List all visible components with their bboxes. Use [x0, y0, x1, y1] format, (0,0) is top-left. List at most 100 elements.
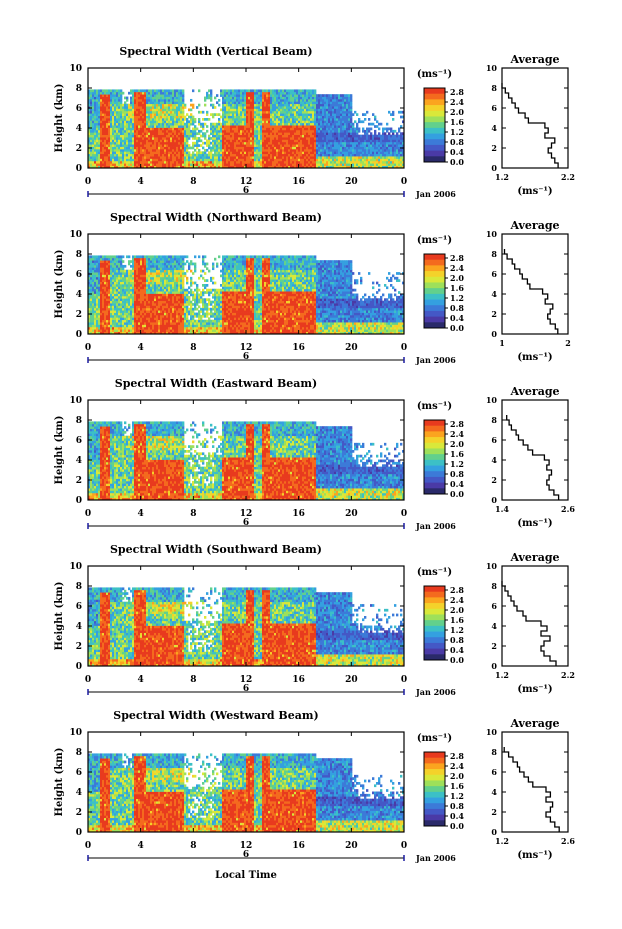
heatmap-cell: [380, 139, 383, 143]
heatmap-cell: [238, 141, 241, 145]
heatmap-cell: [88, 257, 91, 261]
heatmap-cell: [140, 110, 143, 114]
heatmap-cell: [112, 110, 115, 114]
heatmap-cell: [228, 158, 231, 162]
heatmap-cell: [148, 125, 151, 128]
heatmap-cell: [400, 139, 403, 143]
heatmap-cell: [352, 129, 355, 133]
heatmap-cell: [94, 260, 97, 263]
heatmap-cell: [242, 89, 245, 93]
heatmap-cell: [308, 129, 311, 133]
heatmap-cell: [258, 125, 261, 128]
heatmap-cell: [242, 125, 245, 128]
heatmap-cell: [320, 165, 323, 169]
heatmap-cell: [196, 156, 199, 159]
heatmap-cell: [162, 110, 165, 114]
heatmap-cell: [282, 160, 285, 164]
heatmap-cell: [98, 300, 101, 304]
heatmap-cell: [98, 153, 101, 157]
heatmap-cell: [260, 118, 263, 121]
heatmap-cell: [216, 113, 219, 116]
heatmap-cell: [88, 324, 91, 328]
heatmap-cell: [286, 158, 289, 162]
heatmap-cell: [118, 141, 121, 145]
heatmap-cell: [138, 89, 141, 93]
heatmap-cell: [192, 146, 195, 150]
heatmap-cell: [106, 139, 109, 143]
heatmap-cell: [374, 141, 377, 145]
heatmap-cell: [302, 120, 305, 124]
heatmap-cell: [352, 158, 355, 162]
heatmap-cell: [138, 163, 141, 166]
heatmap-cell: [364, 148, 367, 152]
heatmap-cell: [88, 106, 91, 109]
heatmap-cell: [252, 118, 255, 121]
heatmap-cell: [296, 115, 299, 119]
heatmap-cell: [92, 151, 95, 155]
heatmap-cell: [402, 115, 405, 119]
heatmap-cell: [182, 125, 185, 128]
heatmap-cell: [96, 158, 99, 162]
heatmap-cell: [348, 139, 351, 143]
heatmap-cell: [142, 101, 145, 105]
heatmap-cell: [140, 103, 143, 107]
heatmap-cell: [126, 115, 129, 119]
heatmap-cell: [266, 106, 269, 109]
heatmap-cell: [130, 91, 133, 95]
heatmap-cell: [176, 151, 179, 155]
heatmap-cell: [138, 144, 141, 147]
heatmap-cell: [338, 94, 341, 97]
heatmap-cell: [108, 106, 111, 109]
heatmap-cell: [296, 120, 299, 124]
heatmap-cell: [88, 118, 91, 121]
heatmap-cell: [94, 322, 97, 325]
heatmap-cell: [364, 165, 367, 169]
heatmap-cell: [116, 151, 119, 155]
heatmap-cell: [140, 125, 143, 128]
heatmap-cell: [254, 153, 257, 157]
heatmap-cell: [264, 160, 267, 164]
heatmap-cell: [180, 139, 183, 143]
heatmap-cell: [90, 284, 93, 287]
heatmap-cell: [278, 137, 281, 140]
heatmap-cell: [312, 132, 315, 136]
heatmap-cell: [244, 94, 247, 97]
heatmap-cell: [318, 127, 321, 131]
heatmap-cell: [100, 148, 103, 152]
heatmap-cell: [144, 115, 147, 119]
heatmap-cell: [88, 262, 91, 266]
heatmap-cell: [138, 129, 141, 133]
heatmap-cell: [114, 91, 117, 95]
heatmap-cell: [108, 165, 111, 169]
heatmap-cell: [90, 331, 93, 335]
heatmap-cell: [106, 98, 109, 102]
heatmap-cell: [260, 113, 263, 116]
heatmap-cell: [142, 137, 145, 140]
heatmap-cell: [92, 300, 95, 304]
heatmap-cell: [106, 262, 109, 266]
heatmap-cell: [88, 291, 91, 294]
heatmap-cell: [394, 144, 397, 147]
heatmap-cell: [238, 146, 241, 150]
heatmap-cell: [160, 94, 163, 97]
heatmap-cell: [100, 317, 103, 321]
heatmap-cell: [106, 158, 109, 162]
heatmap-cell: [290, 103, 293, 107]
heatmap-cell: [154, 165, 157, 169]
heatmap-cell: [198, 158, 201, 162]
heatmap-cell: [104, 310, 107, 313]
heatmap-cell: [176, 146, 179, 150]
heatmap-cell: [182, 146, 185, 150]
heatmap-cell: [350, 118, 353, 121]
heatmap-cell: [244, 163, 247, 166]
heatmap-cell: [294, 127, 297, 131]
heatmap-cell: [132, 96, 135, 100]
heatmap-cell: [128, 158, 131, 162]
heatmap-cell: [194, 118, 197, 121]
heatmap-cell: [140, 127, 143, 131]
heatmap-cell: [192, 127, 195, 131]
heatmap-cell: [248, 118, 251, 121]
heatmap-cell: [260, 139, 263, 143]
heatmap-cell: [152, 101, 155, 105]
heatmap-cell: [298, 127, 301, 131]
